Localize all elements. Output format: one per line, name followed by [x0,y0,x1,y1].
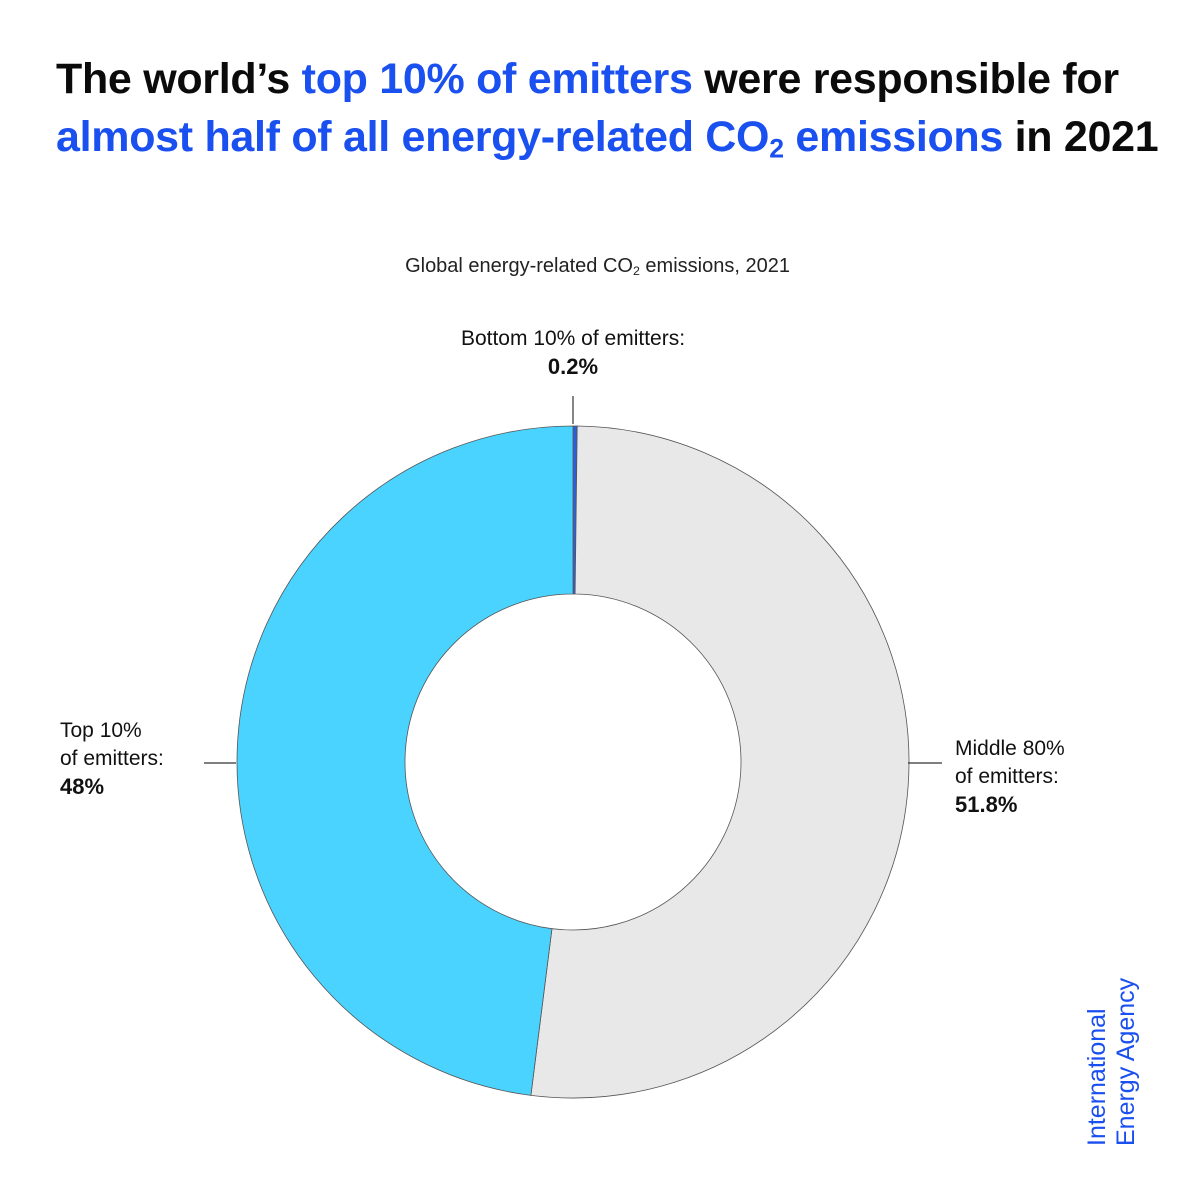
headline-highlight-1: top 10% of emitters [301,55,693,103]
logo-line-1: International [1083,1008,1111,1146]
chart-title-main: Global energy-related CO [405,255,633,277]
page-title: The world’s top 10% of emitters were res… [56,50,1166,166]
iea-logo: International Energy Agency [1083,906,1141,1146]
value-bottom-10: 0.2% [548,354,598,379]
chart-title-subscript: 2 [632,264,640,279]
logo-line-2: Energy Agency [1112,977,1140,1146]
headline-part-1: The world’s [56,55,302,103]
headline-part-2: were responsible for [692,55,1119,103]
chart-title-rest: emissions, 2021 [639,255,790,277]
slice-top-10 [236,425,574,1096]
value-middle-80: 51.8% [955,792,1017,817]
label-bottom-10-line-1: Bottom 10% of emitters: [461,327,685,350]
headline-highlight-2: almost half of all energy-related CO [56,113,770,161]
label-middle-80-line-1: Middle 80% [955,737,1065,760]
label-middle-80-line-2: of emitters: [955,765,1059,788]
headline-highlight-3: emissions [783,113,1004,161]
label-top-10-line-1: Top 10% [60,719,142,742]
slice-middle-80 [530,425,910,1099]
headline-part-3: in 2021 [1003,113,1159,161]
headline-subscript: 2 [769,133,784,164]
label-top-10-line-2: of emitters: [60,747,164,770]
chart-title: Global energy-related CO2 emissions, 202… [0,255,1195,278]
value-top-10: 48% [60,774,104,799]
